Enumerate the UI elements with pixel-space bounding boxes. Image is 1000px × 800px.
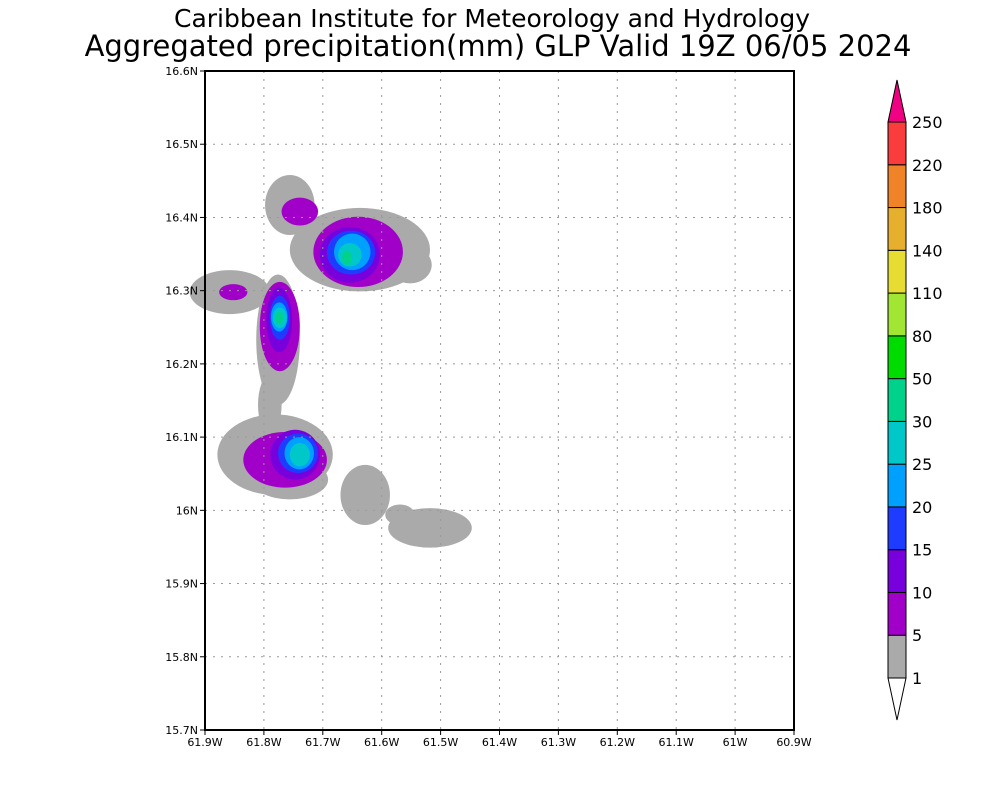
colorbar-swatch — [887, 634, 907, 679]
y-tick-label: 16.1N — [165, 431, 198, 444]
precip-contour-30mm — [342, 250, 352, 266]
colorbar-swatch — [887, 207, 907, 251]
y-tick-label: 15.9N — [165, 578, 198, 591]
precip-contour-1mm — [340, 464, 390, 525]
colorbar-label: 30 — [912, 412, 932, 431]
y-tick-label: 16.2N — [165, 358, 198, 371]
colorbar-swatch — [887, 292, 907, 337]
colorbar-label: 15 — [912, 541, 932, 560]
precip-contour-25mm — [289, 442, 310, 467]
colorbar-swatch — [887, 420, 907, 465]
chart-title: Caribbean Institute for Meteorology and … — [174, 4, 810, 33]
precip-contour-1mm — [385, 504, 415, 525]
colorbar-swatch — [887, 249, 907, 294]
colorbar-label: 10 — [912, 583, 932, 602]
y-tick-label: 16.3N — [165, 285, 198, 298]
colorbar-swatch — [887, 463, 907, 508]
x-tick-label: 61.7W — [305, 736, 340, 749]
colorbar-under-arrow — [887, 677, 907, 721]
colorbar-swatch — [887, 549, 907, 593]
colorbar-swatch — [887, 378, 907, 422]
colorbar-swatch — [887, 506, 907, 551]
x-tick-label: 61W — [723, 736, 748, 749]
colorbar-swatch — [887, 591, 907, 636]
x-tick-label: 61.8W — [246, 736, 281, 749]
colorbar-label: 180 — [912, 199, 943, 218]
colorbar-label: 1 — [912, 669, 922, 688]
chart-subtitle: Aggregated precipitation(mm) GLP Valid 1… — [85, 29, 912, 63]
precip-contour-5mm — [281, 197, 319, 226]
colorbar-swatch — [887, 164, 907, 209]
x-tick-label: 61.1W — [659, 736, 694, 749]
y-tick-label: 15.8N — [165, 651, 198, 664]
precip-contour-30mm — [275, 311, 284, 324]
colorbar-label: 110 — [912, 284, 943, 303]
colorbar-label: 5 — [912, 626, 922, 645]
x-tick-label: 61.6W — [364, 736, 399, 749]
y-tick-label: 16.5N — [165, 138, 198, 151]
colorbar-label: 140 — [912, 241, 943, 260]
y-tick-label: 16N — [176, 504, 198, 517]
x-tick-label: 61.3W — [541, 736, 576, 749]
colorbar-swatch — [887, 335, 907, 380]
colorbar-over-arrow — [887, 79, 907, 123]
colorbar-label: 250 — [912, 113, 943, 132]
colorbar-label: 20 — [912, 498, 932, 517]
x-tick-label: 61.9W — [187, 736, 222, 749]
colorbar-label: 220 — [912, 156, 943, 175]
precip-contour-5mm — [219, 284, 248, 301]
y-tick-label: 16.6N — [165, 65, 198, 78]
colorbar-label: 25 — [912, 455, 932, 474]
x-tick-label: 60.9W — [776, 736, 811, 749]
x-tick-label: 61.4W — [482, 736, 517, 749]
x-tick-label: 61.5W — [423, 736, 458, 749]
colorbar-label: 50 — [912, 370, 932, 389]
y-tick-label: 16.4N — [165, 211, 198, 224]
y-tick-label: 15.7N — [165, 724, 198, 737]
colorbar-swatch — [887, 121, 907, 166]
x-tick-label: 61.2W — [600, 736, 635, 749]
colorbar-label: 80 — [912, 327, 932, 346]
